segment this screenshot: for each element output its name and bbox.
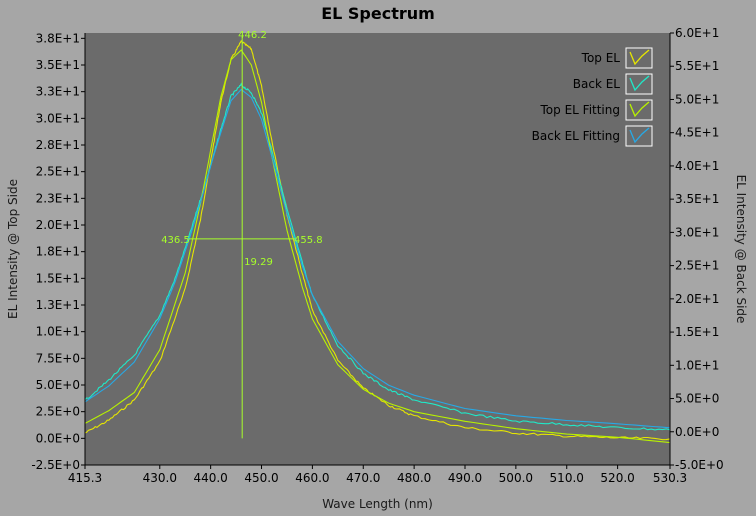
x-tick-label: 415.3 bbox=[68, 471, 102, 485]
x-tick-label: 500.0 bbox=[499, 471, 533, 485]
axis-layer: 415.3 430.0 440.0 450.0 460.0 470.0 480.0 490.0… bbox=[31, 26, 723, 485]
x-tick-label: 530.3 bbox=[653, 471, 687, 485]
y-left-tick-label: 1.3E+1 bbox=[36, 298, 80, 312]
y-left-tick-label: 0.0E+0 bbox=[36, 431, 80, 445]
legend-label: Top EL Fitting bbox=[540, 103, 620, 117]
y-right-tick-label: 1.5E+1 bbox=[675, 325, 719, 339]
plot-area bbox=[85, 33, 670, 465]
fwhm-left-label: 436.5 bbox=[161, 235, 190, 246]
fwhm-right-label: 455.8 bbox=[294, 235, 323, 246]
y-right-tick-label: 3.0E+1 bbox=[675, 225, 719, 239]
y-right-tick-label: 2.5E+1 bbox=[675, 259, 719, 273]
legend-swatch-line bbox=[629, 49, 650, 66]
y-left-tick-label: 3.0E+1 bbox=[36, 111, 80, 125]
legend-swatch-box bbox=[625, 99, 653, 121]
legend-swatch-box bbox=[625, 73, 653, 95]
y-right-tick-label: 5.5E+1 bbox=[675, 59, 719, 73]
legend-swatch-box bbox=[625, 47, 653, 69]
legend-swatch-box bbox=[625, 125, 653, 147]
fwhm-width-label: 19.29 bbox=[244, 257, 273, 268]
y-left-tick-label: 1.0E+1 bbox=[36, 325, 80, 339]
y-right-tick-label: 1.0E+1 bbox=[675, 358, 719, 372]
y-right-tick-label: 0.0E+0 bbox=[675, 425, 719, 439]
legend-label: Back EL bbox=[573, 77, 621, 91]
y-left-tick-label: 2.3E+1 bbox=[36, 191, 80, 205]
legend-label: Back EL Fitting bbox=[532, 129, 620, 143]
chart-title: EL Spectrum bbox=[321, 4, 435, 23]
y-left-tick-label: 2.5E+0 bbox=[36, 405, 80, 419]
x-tick-label: 470.0 bbox=[346, 471, 380, 485]
y-left-tick-label: 1.5E+1 bbox=[36, 271, 80, 285]
series-layer bbox=[84, 39, 671, 444]
y-left-tick-label: 5.0E+0 bbox=[36, 378, 80, 392]
y-right-tick-label: 2.0E+1 bbox=[675, 292, 719, 306]
y-right-tick-label: 6.0E+1 bbox=[675, 26, 719, 40]
y-left-tick-label: 7.5E+0 bbox=[36, 351, 80, 365]
legend-swatch-line bbox=[629, 127, 650, 144]
x-tick-label: 480.0 bbox=[397, 471, 431, 485]
legend: Top EL Back EL Top EL Fitting Back EL Fitti… bbox=[532, 47, 653, 147]
y-right-tick-label: 5.0E+0 bbox=[675, 392, 719, 406]
x-tick-label: 460.0 bbox=[295, 471, 329, 485]
x-tick-label: 440.0 bbox=[193, 471, 227, 485]
legend-swatch-line bbox=[629, 75, 650, 92]
y-left-tick-label: -2.5E+0 bbox=[31, 458, 80, 472]
y-right-tick-label: 3.5E+1 bbox=[675, 192, 719, 206]
peak-label: 446.2 bbox=[238, 30, 267, 41]
y-left-tick-label: 2.5E+1 bbox=[36, 165, 80, 179]
y-right-tick-label: 4.0E+1 bbox=[675, 159, 719, 173]
y-axis-right-label: EL Intensity @ Back Side bbox=[734, 175, 748, 324]
y-left-tick-label: 3.5E+1 bbox=[36, 58, 80, 72]
x-tick-label: 430.0 bbox=[143, 471, 177, 485]
legend-label: Top EL bbox=[581, 51, 621, 65]
y-right-tick-label: -5.0E+0 bbox=[675, 458, 724, 472]
legend-swatch-line bbox=[629, 101, 650, 118]
y-left-tick-label: 3.3E+1 bbox=[36, 85, 80, 99]
series-line-top-el bbox=[84, 39, 671, 441]
y-right-tick-label: 4.5E+1 bbox=[675, 126, 719, 140]
y-left-tick-label: 1.8E+1 bbox=[36, 245, 80, 259]
x-tick-label: 520.0 bbox=[600, 471, 634, 485]
y-left-tick-label: 3.8E+1 bbox=[36, 31, 80, 45]
series-line-back-el-fitting bbox=[84, 88, 671, 429]
x-tick-label: 490.0 bbox=[448, 471, 482, 485]
y-left-tick-label: 2.0E+1 bbox=[36, 218, 80, 232]
y-right-tick-label: 5.0E+1 bbox=[675, 92, 719, 106]
x-axis-label: Wave Length (nm) bbox=[322, 497, 433, 511]
y-left-tick-label: 2.8E+1 bbox=[36, 138, 80, 152]
annotation-layer: 446.2 436.5 455.8 19.29 bbox=[161, 30, 323, 439]
x-tick-label: 450.0 bbox=[244, 471, 278, 485]
y-axis-left-label: EL Intensity @ Top Side bbox=[6, 179, 20, 319]
x-tick-label: 510.0 bbox=[550, 471, 584, 485]
